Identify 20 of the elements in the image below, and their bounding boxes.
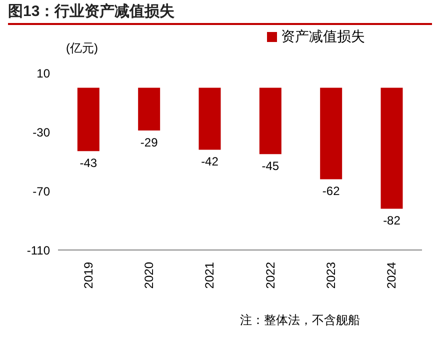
data-label: -82 xyxy=(383,214,401,228)
x-tick-label: 2022 xyxy=(263,262,278,289)
data-label: -29 xyxy=(140,136,158,150)
x-tick-label: 2020 xyxy=(142,262,156,289)
y-tick-label: -110 xyxy=(26,243,50,258)
x-tick-label: 2024 xyxy=(384,262,399,289)
x-tick-label: 2021 xyxy=(202,262,217,289)
data-label: -62 xyxy=(322,184,340,198)
x-tick-label: 2019 xyxy=(81,262,96,289)
data-label: -43 xyxy=(80,156,98,170)
y-tick-label: 10 xyxy=(36,66,50,80)
y-tick-label: -70 xyxy=(32,184,50,198)
x-tick-label: 2023 xyxy=(324,262,338,289)
chart-title: 图13：行业资产减值损失 xyxy=(8,2,432,25)
y-tick-label: -30 xyxy=(32,125,50,140)
legend-label: 资产减值损失 xyxy=(281,28,365,44)
text: 注：整体法，不含舰船 xyxy=(240,312,360,329)
y-axis-title: (亿元) xyxy=(66,40,98,57)
data-label: -45 xyxy=(262,159,280,174)
data-label: -42 xyxy=(201,154,219,169)
